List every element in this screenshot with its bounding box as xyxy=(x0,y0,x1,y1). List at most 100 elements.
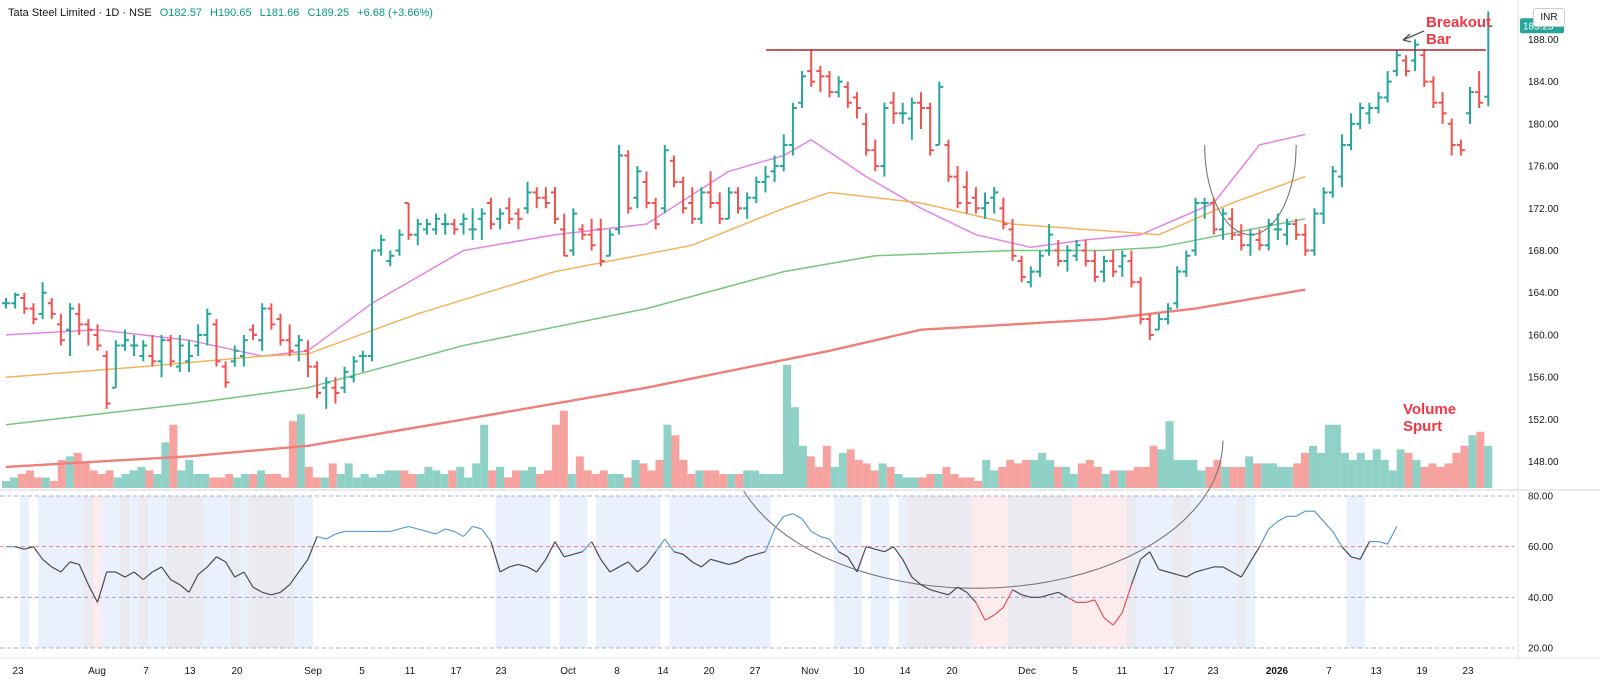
volume-bar xyxy=(288,421,297,488)
volume-bar xyxy=(647,470,656,488)
rsi-band xyxy=(742,496,753,648)
rsi-band xyxy=(193,496,204,648)
volume-bar xyxy=(663,424,672,488)
rsi-band xyxy=(934,496,945,648)
rsi-segment xyxy=(69,561,80,565)
rsi-segment xyxy=(115,571,126,578)
volume-bar xyxy=(727,473,736,488)
rsi-segment xyxy=(636,563,647,573)
rsi-band xyxy=(257,496,268,648)
rsi-segment xyxy=(399,525,409,530)
volume-bar xyxy=(798,445,807,488)
rsi-band xyxy=(715,496,725,648)
last-price-label: 189.25 xyxy=(1523,22,1554,33)
rsi-segment xyxy=(646,551,657,565)
volume-bar xyxy=(1253,463,1262,488)
volume-bar xyxy=(878,463,887,488)
rsi-segment xyxy=(1249,546,1261,563)
rsi-segment xyxy=(792,513,803,520)
volume-bar xyxy=(735,473,744,488)
rsi-segment xyxy=(1067,596,1077,603)
volume-bar xyxy=(360,473,369,488)
rsi-segment xyxy=(216,556,226,563)
rsi-band xyxy=(1117,496,1128,648)
volume-bar xyxy=(121,473,130,488)
volume-bar xyxy=(416,473,425,488)
rsi-band xyxy=(843,496,853,648)
volume-bar xyxy=(344,463,353,488)
rsi-segment xyxy=(1130,559,1142,585)
volume-bar xyxy=(599,470,608,488)
rsi-segment xyxy=(32,546,44,560)
rsi-band xyxy=(1053,496,1064,648)
rsi-segment xyxy=(280,584,291,593)
rsi-segment xyxy=(1259,528,1270,547)
rsi-segment xyxy=(573,551,583,555)
time-tick-label: 17 xyxy=(450,666,462,677)
volume-bar xyxy=(488,470,497,488)
rsi-band xyxy=(1017,496,1027,648)
volume-bar xyxy=(1101,473,1110,488)
rsi-segment xyxy=(691,561,702,568)
volume-bar xyxy=(527,466,536,488)
rsi-band xyxy=(248,496,259,648)
volume-bar xyxy=(241,473,250,488)
volume-bar xyxy=(9,477,18,488)
volume-bar xyxy=(575,456,584,488)
volume-bar xyxy=(1069,473,1078,488)
rsi-segment xyxy=(856,546,867,573)
rsi-segment xyxy=(966,591,977,603)
rsi-segment xyxy=(746,553,757,558)
rsi-segment xyxy=(1186,571,1196,578)
rsi-segment xyxy=(984,614,995,621)
rsi-segment xyxy=(1231,571,1242,578)
volume-bar xyxy=(1269,463,1278,488)
rsi-segment xyxy=(1341,546,1352,558)
rsi-band xyxy=(687,496,698,648)
rsi-segment xyxy=(728,561,739,565)
volume-bar xyxy=(607,473,616,488)
rsi-tick-label: 80.00 xyxy=(1528,492,1553,503)
time-tick-label: 13 xyxy=(184,666,196,677)
currency-badge[interactable]: INR xyxy=(1533,8,1565,27)
rsi-segment xyxy=(298,558,309,573)
volume-bar xyxy=(1452,452,1461,488)
time-tick-label: 14 xyxy=(657,666,669,677)
volume-bar xyxy=(1444,463,1453,488)
cup-arc xyxy=(1204,144,1297,236)
rsi-segment xyxy=(764,528,776,552)
volume-bar xyxy=(1022,459,1031,488)
rsi-segment xyxy=(124,571,135,578)
rsi-segment xyxy=(188,574,199,593)
time-tick-label: 11 xyxy=(1117,666,1128,677)
rsi-segment xyxy=(993,607,1004,616)
breakout-annotation-line-2: Bar xyxy=(1426,31,1452,48)
volume-bar xyxy=(1396,449,1405,488)
moving-average-ma_long xyxy=(5,288,1306,469)
rsi-segment xyxy=(1295,510,1306,517)
rsi-band xyxy=(275,496,286,648)
rsi-segment xyxy=(801,518,812,532)
rsi-band xyxy=(596,496,606,648)
volume-bar xyxy=(225,473,234,488)
time-tick-label: 14 xyxy=(899,666,911,677)
rsi-segment xyxy=(518,563,528,568)
rsi-segment xyxy=(957,586,968,593)
rsi-band xyxy=(1346,496,1357,648)
volume-annotation-line-2: Spurt xyxy=(1403,418,1443,435)
rsi-band xyxy=(1108,496,1119,648)
time-tick-label: 23 xyxy=(495,666,507,677)
time-tick-label: 23 xyxy=(1207,666,1219,677)
volume-bar xyxy=(854,459,863,488)
volume-bar xyxy=(352,477,361,488)
rsi-segment xyxy=(1039,594,1050,598)
time-tick-label: 27 xyxy=(749,666,761,677)
rsi-band xyxy=(907,496,917,648)
volume-bar xyxy=(456,466,465,488)
volume-bar xyxy=(312,477,321,488)
rsi-segment xyxy=(1378,541,1388,545)
volume-bar xyxy=(1364,459,1373,488)
symbol-title[interactable]: Tata Steel Limited · 1D · NSE xyxy=(8,7,152,19)
volume-bar xyxy=(520,470,529,488)
